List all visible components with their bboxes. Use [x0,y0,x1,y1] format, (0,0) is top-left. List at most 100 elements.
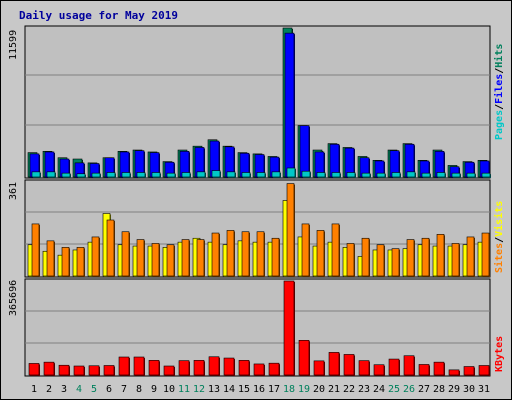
pages-bar [361,172,371,178]
kbytes-bar [373,364,385,376]
pages-bar [256,172,266,178]
sites-bar [181,239,190,277]
x-tick-label: 8 [136,384,142,395]
sites-bar [451,243,460,277]
sites-bar [166,244,175,277]
sites-bar [361,237,370,277]
kbytes-bar [208,356,220,376]
sites-bar [286,183,295,277]
kbytes-bar [133,356,145,376]
x-tick-label: 25 [388,384,400,395]
pages-bar [316,172,326,178]
sites-bar [346,243,355,277]
pages-bar [421,172,431,178]
sites-bar [91,236,100,277]
x-tick-label: 13 [208,384,220,395]
kbytes-bar [268,362,280,376]
kbytes-bar [253,363,265,376]
pages-bar [76,173,86,178]
pages-bar [391,172,401,178]
x-tick-label: 2 [46,384,52,395]
pages-bar [271,171,281,178]
sites-bar [316,230,325,277]
sites-bar [211,232,220,277]
kbytes-bar [58,364,70,376]
pages-bar [61,172,71,178]
sites-bar [271,237,280,277]
x-tick-label: 1 [31,384,37,395]
x-tick-label: 11 [178,384,190,395]
kbytes-bar [418,364,430,376]
x-tick-label: 5 [91,384,97,395]
kbytes-bar [313,360,325,376]
kbytes-bar [163,365,175,376]
kbytes-bar [103,365,115,376]
x-tick-label: 23 [358,384,370,395]
x-tick-label: 3 [61,384,67,395]
pages-bar [106,172,116,178]
kbytes-bar [148,360,160,376]
x-tick-label: 15 [238,384,250,395]
x-tick-label: 14 [223,384,235,395]
x-tick-label: 19 [298,384,310,395]
sites-bar [121,231,130,277]
kbytes-bar [73,365,85,376]
kbytes-bar [298,339,310,376]
files-bar [284,32,295,178]
pages-bar [166,172,176,178]
chart-title: Daily usage for May 2019 [19,9,178,22]
x-tick-label: 31 [478,384,490,395]
pages-bar [31,171,41,178]
pages-bar [151,172,161,178]
kbytes-bar [343,354,355,376]
sites-bar [331,223,340,277]
sites-bar [241,231,250,277]
pages-bar [181,172,191,178]
sites-bar [151,243,160,277]
sites-bar [46,240,55,277]
pages-bar [346,172,356,178]
x-tick-label: 24 [373,384,385,395]
pages-bar [46,171,56,178]
sites-bar [196,239,205,277]
sites-bar [76,247,85,277]
pages-bar [211,170,221,178]
kbytes-bar [223,357,235,376]
pages-bar [196,171,206,178]
sites-bar [481,232,490,277]
kbytes-bar [403,355,415,376]
x-tick-label: 4 [76,384,82,395]
kbytes-bar [28,363,40,376]
kbytes-bar [43,361,55,376]
pages-bar [226,171,236,178]
pages-bar [406,171,416,178]
kbytes-bar [178,360,190,376]
pages-bar [91,172,101,178]
sites-bar [406,239,415,277]
pages-bar [376,172,386,178]
sites-bar [376,244,385,277]
pages-bar [241,172,251,178]
x-tick-label: 27 [418,384,430,395]
x-tick-label: 21 [328,384,340,395]
x-tick-label: 9 [151,384,157,395]
x-tick-label: 28 [433,384,445,395]
x-tick-label: 17 [268,384,280,395]
x-tick-label: 10 [163,384,175,395]
x-tick-label: 18 [283,384,295,395]
pages-bar [481,172,491,178]
x-tick-label: 16 [253,384,265,395]
sites-bar [301,223,310,277]
kbytes-bar [118,356,130,376]
sites-bar [466,236,475,277]
x-tick-label: 26 [403,384,415,395]
sites-bar [61,247,70,277]
sites-bar [391,248,400,277]
pages-bar [121,172,131,178]
sites-bar [31,223,40,277]
kbytes-bar [238,360,250,376]
kbytes-bar [88,365,100,376]
sites-bar [136,239,145,277]
kbytes-bar [448,369,460,376]
kbytes-bar [328,352,340,376]
